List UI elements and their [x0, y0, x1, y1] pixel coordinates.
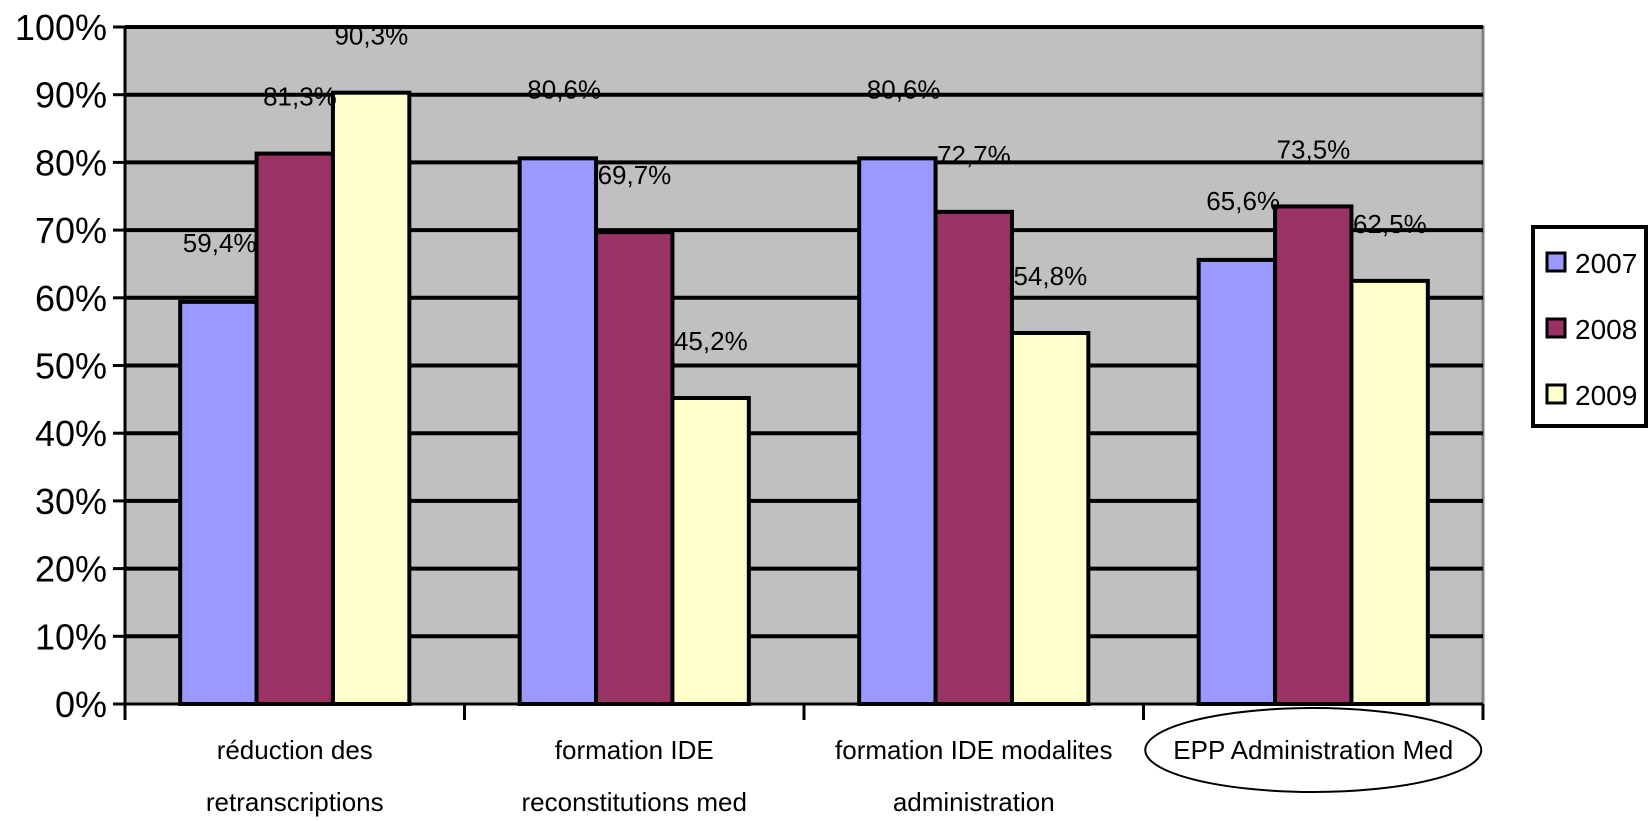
category-label: reconstitutions med — [522, 787, 747, 817]
category-label: formation IDE modalites — [835, 735, 1112, 765]
data-label-2008-2: 72,7% — [937, 140, 1011, 170]
bar-2009-3 — [1349, 278, 1430, 706]
y-tick-label: 100% — [15, 7, 107, 48]
data-label-2007-1: 80,6% — [527, 74, 601, 104]
bar-2007-2 — [857, 156, 938, 706]
data-label-2007-3: 65,6% — [1206, 186, 1280, 216]
y-tick-label: 70% — [35, 210, 107, 251]
category-label: réduction des — [217, 735, 373, 765]
y-tick-label: 0% — [55, 684, 107, 725]
legend-label-2007: 2007 — [1575, 248, 1637, 279]
legend-label-2009: 2009 — [1575, 380, 1637, 411]
y-tick-label: 60% — [35, 278, 107, 319]
bar-2009-1 — [670, 395, 751, 706]
legend-swatch-2008 — [1545, 317, 1567, 339]
y-tick-label: 80% — [35, 142, 107, 183]
data-label-2008-0: 81,3% — [263, 82, 337, 112]
data-label-2007-0: 59,4% — [183, 228, 257, 258]
bar-2008-3 — [1273, 204, 1354, 706]
y-tick-label: 30% — [35, 481, 107, 522]
bar-2007-3 — [1196, 257, 1278, 706]
y-tick-label: 50% — [35, 346, 107, 387]
data-label-2009-0: 90,3% — [334, 21, 408, 51]
legend-label-2008: 2008 — [1575, 314, 1637, 345]
y-tick-label: 40% — [35, 413, 107, 454]
legend-swatch-2009 — [1545, 383, 1567, 405]
data-label-2007-2: 80,6% — [867, 74, 941, 104]
y-tick-label: 20% — [35, 549, 107, 590]
bar-2007-0 — [178, 299, 259, 706]
category-label: formation IDE — [555, 735, 714, 765]
data-label-2008-1: 69,7% — [598, 160, 672, 190]
category-label: retranscriptions — [206, 787, 384, 817]
data-label-2009-1: 45,2% — [674, 326, 748, 356]
y-tick-label: 10% — [35, 616, 107, 657]
bar-2008-1 — [594, 230, 675, 706]
data-label-2008-3: 73,5% — [1277, 134, 1351, 164]
bar-2008-0 — [254, 151, 335, 706]
legend-swatch-2007 — [1545, 251, 1567, 273]
category-label: administration — [893, 787, 1055, 817]
highlight-ellipse — [1144, 707, 1483, 793]
bar-2008-2 — [933, 209, 1014, 706]
bar-2009-2 — [1009, 331, 1091, 706]
data-label-2009-2: 54,8% — [1013, 261, 1087, 291]
y-tick-label: 90% — [35, 75, 107, 116]
bar-2007-1 — [517, 156, 599, 706]
data-label-2009-3: 62,5% — [1353, 209, 1427, 239]
bar-2009-0 — [330, 90, 412, 706]
category-label: EPP Administration Med — [1173, 735, 1453, 765]
